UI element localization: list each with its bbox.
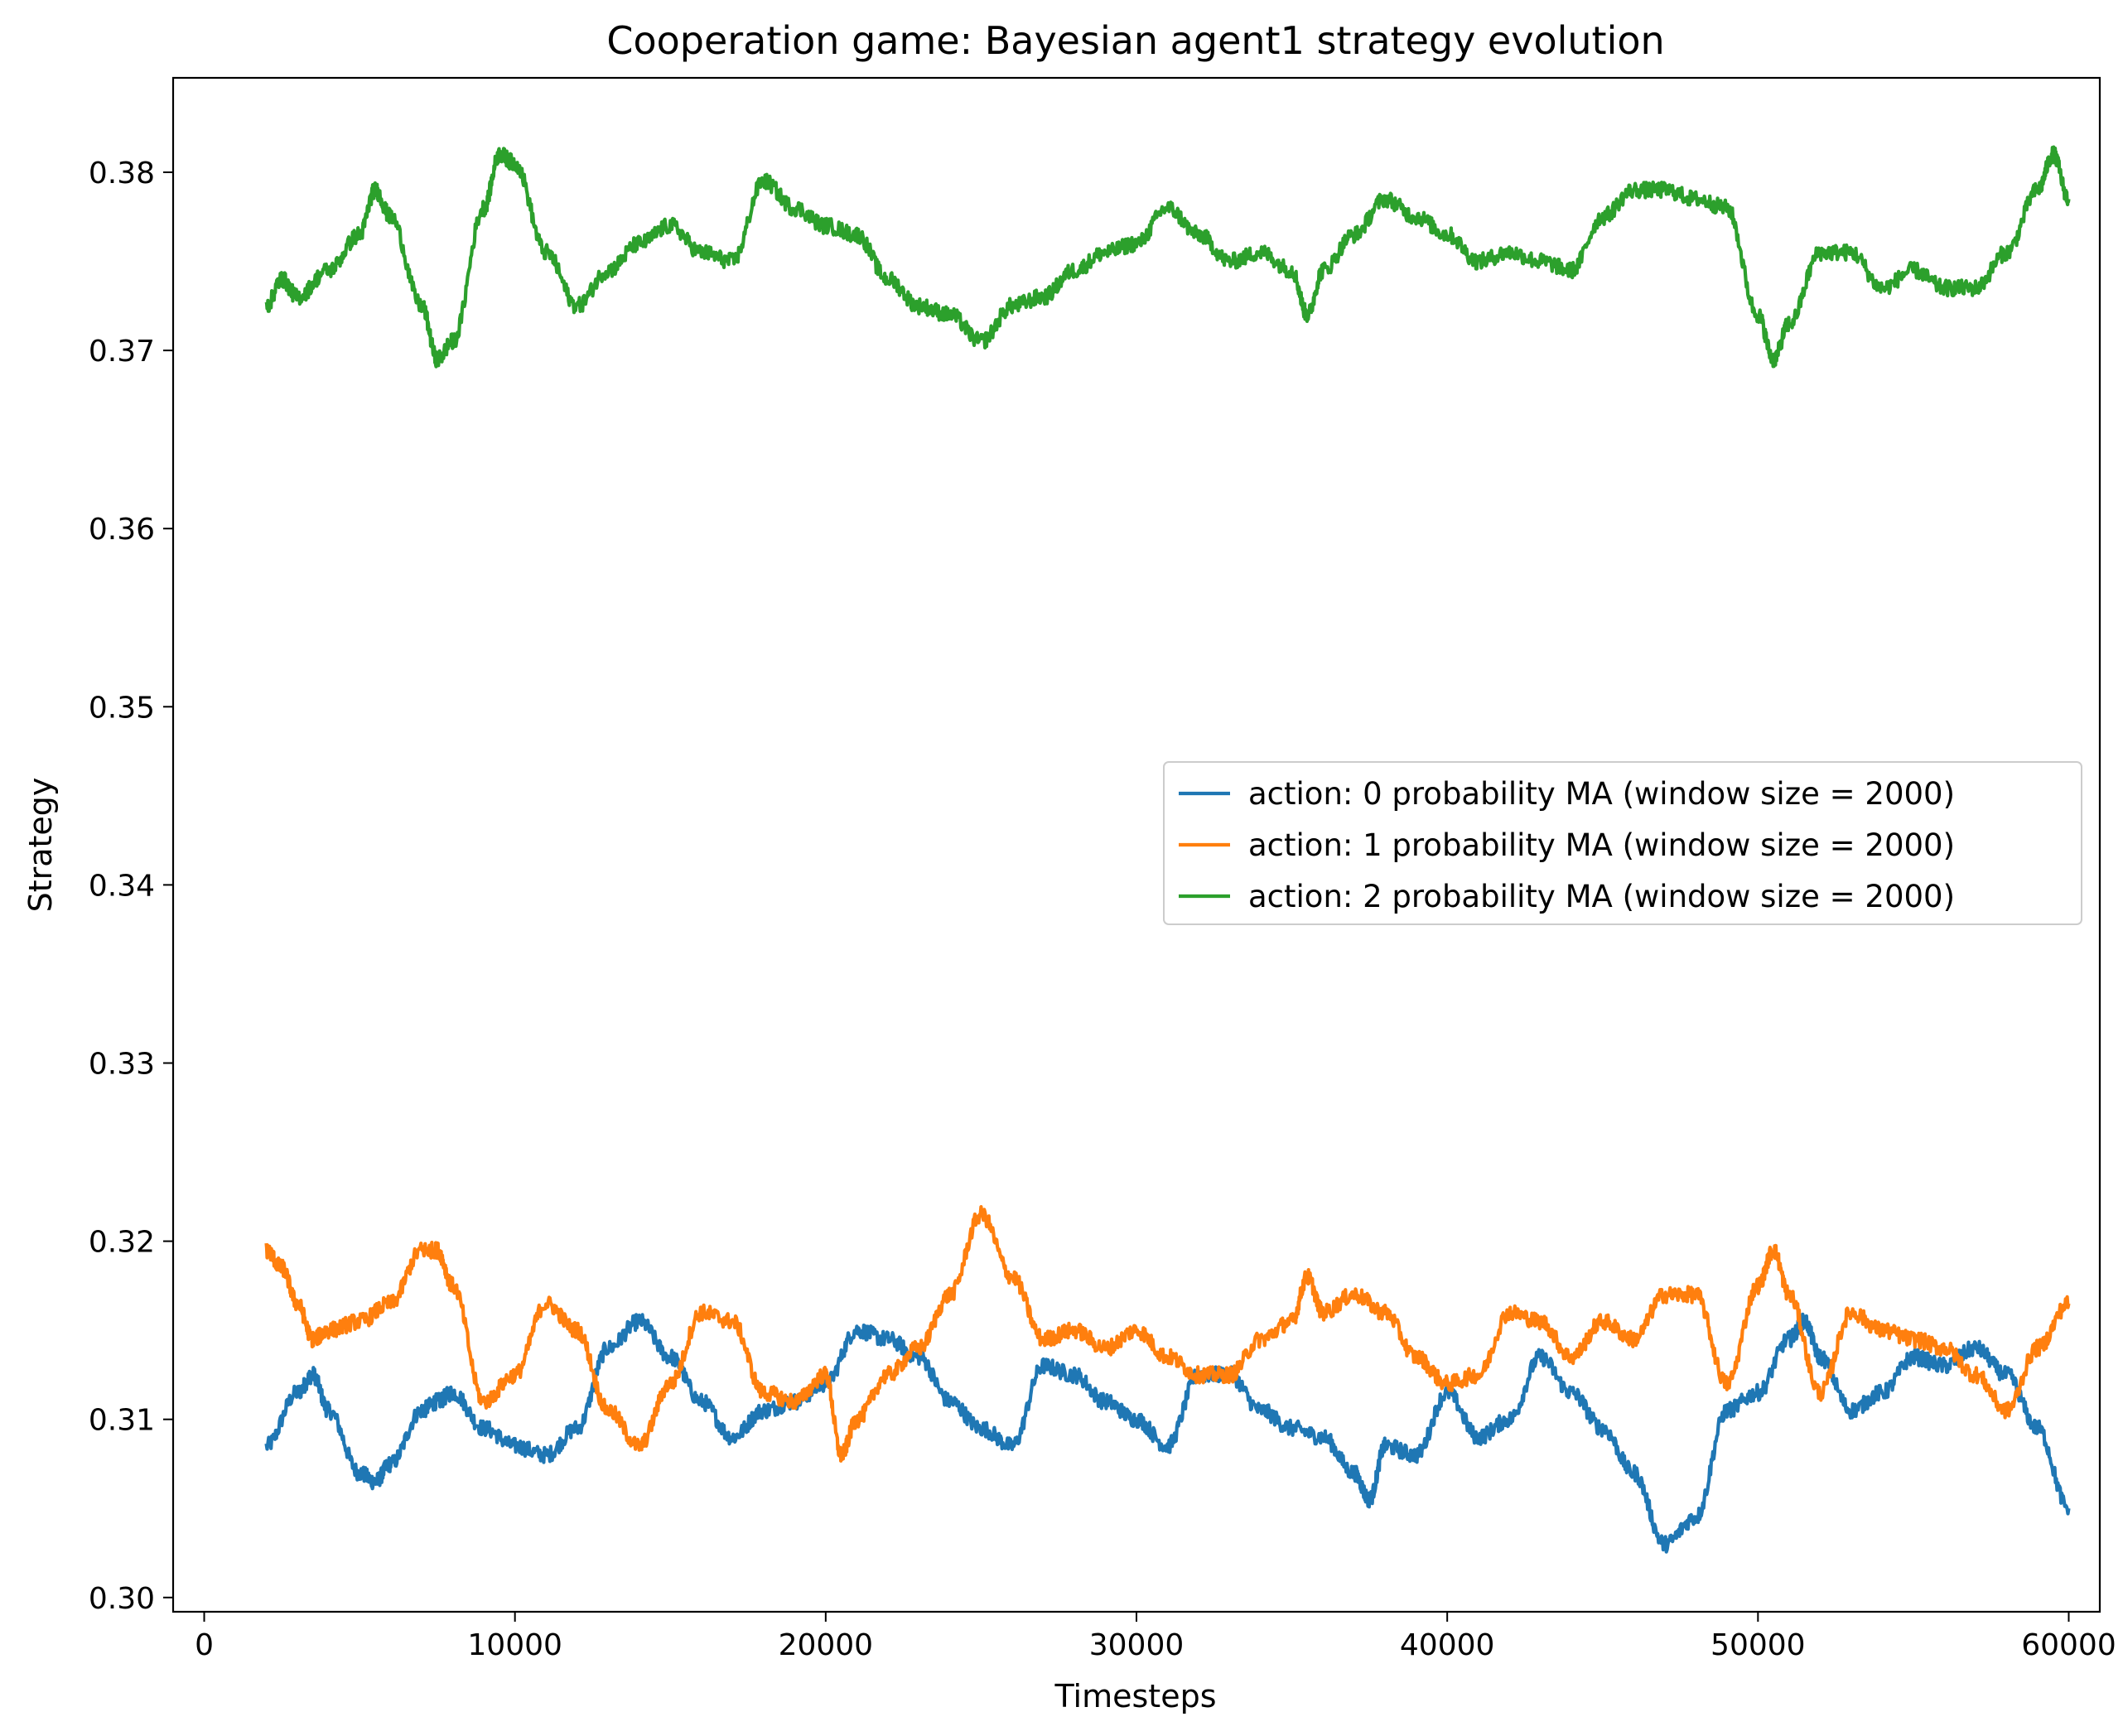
y-tick-label: 0.38 <box>89 157 155 190</box>
y-tick-label: 0.30 <box>89 1582 155 1616</box>
y-tick-label: 0.33 <box>89 1047 155 1081</box>
y-axis: 0.30 0.31 0.32 0.33 0.34 0.35 0.36 0.37 0.38 <box>89 157 173 1616</box>
y-tick-label: 0.37 <box>89 335 155 369</box>
x-tick-label: 10000 <box>467 1628 562 1662</box>
x-tick-label: 0 <box>195 1628 214 1662</box>
chart-title: Cooperation game: Bayesian agent1 strate… <box>606 18 1664 63</box>
y-axis-label: Strategy <box>22 778 59 913</box>
x-tick-label: 30000 <box>1089 1628 1185 1662</box>
legend-box <box>1163 761 2082 925</box>
series-line-1 <box>264 1204 2071 1464</box>
series-layer <box>264 145 2071 1554</box>
legend: action: 0 probability MA (window size = … <box>1163 761 2082 925</box>
legend-label: action: 1 probability MA (window size = … <box>1248 827 1955 863</box>
legend-label: action: 2 probability MA (window size = … <box>1248 879 1955 914</box>
x-tick-label: 60000 <box>2021 1628 2116 1662</box>
x-tick-label: 20000 <box>779 1628 874 1662</box>
y-tick-label: 0.32 <box>89 1226 155 1260</box>
x-axis-label: Timesteps <box>1054 1678 1217 1714</box>
legend-label: action: 0 probability MA (window size = … <box>1248 776 1955 812</box>
x-tick-label: 50000 <box>1710 1628 1806 1662</box>
y-tick-label: 0.36 <box>89 513 155 547</box>
y-tick-label: 0.31 <box>89 1404 155 1438</box>
y-tick-label: 0.34 <box>89 869 155 903</box>
x-tick-label: 40000 <box>1400 1628 1495 1662</box>
series-line-2 <box>264 145 2071 369</box>
series-line-0 <box>264 1312 2071 1554</box>
x-axis: 0 10000 20000 30000 40000 50000 60000 <box>195 1612 2116 1662</box>
y-tick-label: 0.35 <box>89 691 155 725</box>
